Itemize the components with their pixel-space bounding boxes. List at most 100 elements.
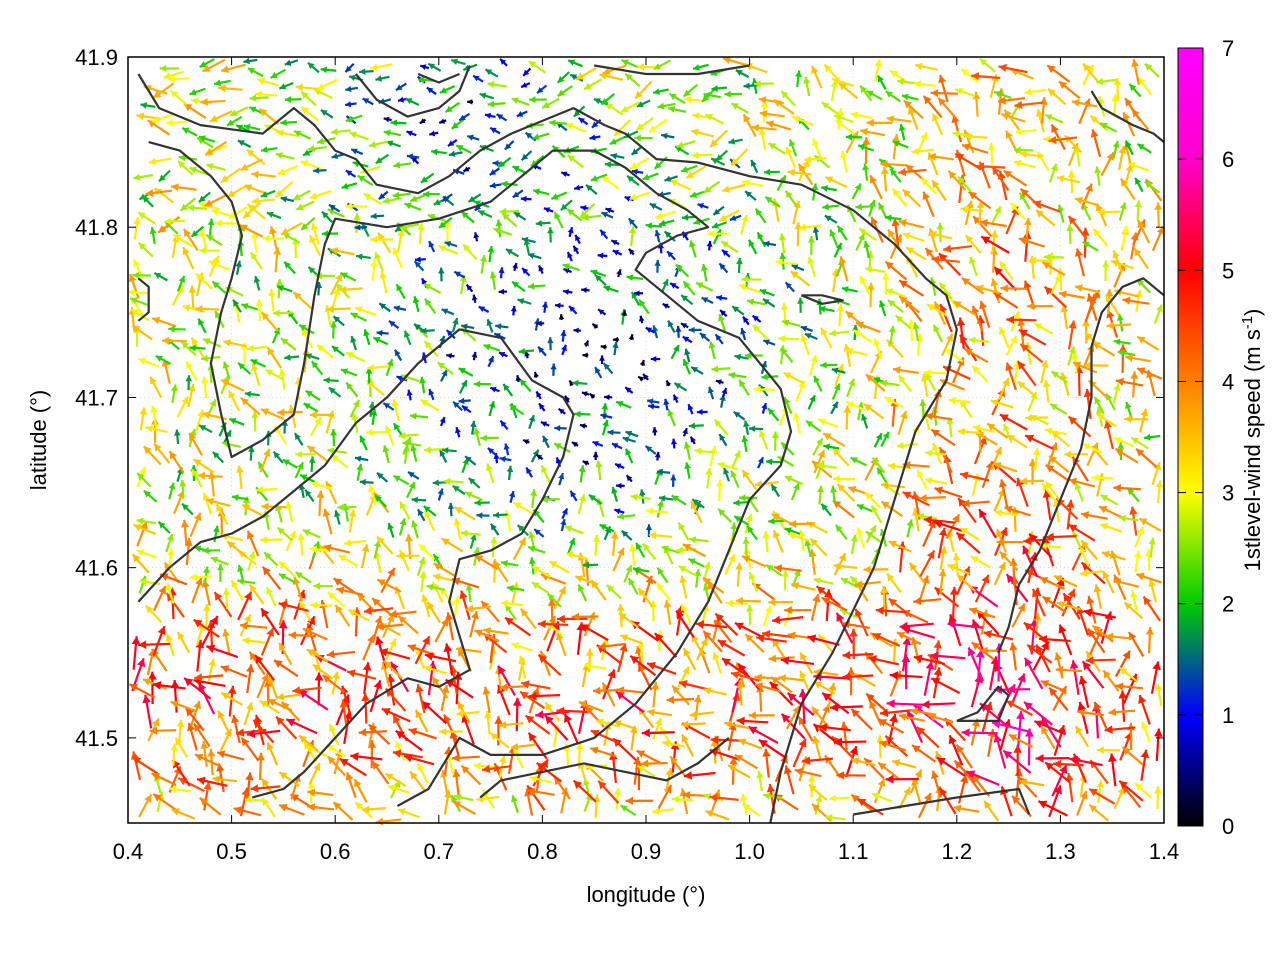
- wind-arrow: [199, 58, 215, 68]
- wind-arrow: [387, 522, 395, 538]
- wind-arrow: [1035, 209, 1056, 227]
- wind-arrow: [803, 76, 811, 97]
- wind-arrow: [368, 140, 389, 149]
- wind-arrow: [536, 320, 545, 327]
- wind-arrow: [850, 534, 858, 555]
- wind-arrow: [680, 603, 692, 624]
- wind-arrow: [1049, 403, 1068, 415]
- wind-arrow: [768, 517, 785, 525]
- wind-arrow: [865, 89, 883, 101]
- wind-arrow: [912, 322, 920, 342]
- wind-arrow: [206, 162, 226, 171]
- wind-arrow: [520, 195, 532, 203]
- wind-arrow: [1077, 701, 1089, 734]
- wind-arrow: [1067, 170, 1076, 194]
- wind-arrow: [637, 375, 645, 382]
- wind-arrow: [756, 456, 765, 469]
- wind-arrow: [1031, 588, 1046, 617]
- wind-arrow: [1091, 624, 1114, 643]
- wind-arrow: [275, 152, 295, 160]
- wind-arrow: [144, 604, 163, 624]
- wind-arrow: [173, 233, 194, 248]
- wind-arrow: [1068, 755, 1103, 767]
- wind-arrow: [519, 608, 537, 630]
- wind-arrow: [834, 363, 845, 387]
- wind-arrow: [345, 114, 363, 123]
- wind-arrow: [833, 242, 843, 258]
- wind-arrow: [1113, 338, 1131, 346]
- wind-arrow: [377, 232, 392, 254]
- wind-arrow: [239, 158, 263, 172]
- wind-arrow: [807, 256, 816, 277]
- wind-arrow: [617, 643, 628, 673]
- wind-arrow: [871, 456, 886, 474]
- wind-arrow: [127, 288, 150, 297]
- wind-arrow: [707, 230, 730, 238]
- wind-arrow: [399, 501, 411, 520]
- wind-arrow: [203, 193, 229, 208]
- wind-arrow: [530, 489, 538, 508]
- wind-arrow: [350, 312, 367, 322]
- wind-arrow: [431, 148, 447, 156]
- wind-arrow: [193, 722, 211, 748]
- wind-arrow: [192, 618, 220, 638]
- wind-arrow: [728, 138, 743, 145]
- wind-arrow: [360, 544, 370, 569]
- wind-arrow: [270, 68, 287, 79]
- wind-arrow: [404, 202, 422, 211]
- wind-arrow: [768, 654, 795, 663]
- colorbar-tick-label: 6: [1222, 147, 1234, 172]
- wind-arrow: [368, 723, 391, 746]
- wind-arrow: [363, 606, 394, 615]
- wind-arrow: [863, 565, 889, 574]
- wind-arrow: [902, 461, 930, 470]
- wind-arrow: [489, 523, 500, 536]
- wind-arrow: [423, 298, 437, 314]
- wind-arrow: [734, 353, 749, 361]
- wind-arrow: [149, 227, 157, 245]
- wind-arrow: [701, 296, 714, 305]
- wind-arrow: [299, 473, 316, 483]
- wind-arrow: [868, 199, 876, 218]
- wind-arrow: [566, 208, 583, 222]
- wind-arrow: [292, 686, 322, 695]
- wind-arrow: [560, 330, 567, 342]
- wind-arrow: [592, 534, 601, 556]
- wind-arrow: [522, 67, 532, 77]
- wind-arrow: [730, 102, 749, 114]
- wind-arrow: [499, 419, 509, 431]
- wind-arrow: [1114, 447, 1139, 464]
- wind-arrow: [259, 699, 281, 715]
- wind-arrow: [1074, 725, 1090, 748]
- wind-arrow: [1042, 489, 1052, 521]
- wind-arrow: [762, 531, 770, 553]
- wind-arrow: [1133, 550, 1142, 573]
- y-tick-label: 41.8: [75, 215, 118, 240]
- wind-arrow: [592, 451, 599, 461]
- wind-arrow: [669, 179, 692, 191]
- wind-arrow: [780, 713, 806, 740]
- wind-arrow: [210, 556, 229, 566]
- wind-arrow: [341, 182, 358, 190]
- wind-arrow: [499, 683, 527, 692]
- wind-arrow: [778, 233, 787, 254]
- wind-arrow: [267, 698, 293, 712]
- wind-arrow: [1010, 310, 1020, 332]
- wind-arrow: [489, 386, 500, 393]
- wind-arrow: [858, 227, 877, 241]
- wind-arrow: [1024, 88, 1047, 96]
- colorbar-tick-label: 1: [1222, 703, 1234, 728]
- wind-arrow: [584, 662, 607, 670]
- wind-arrow: [202, 604, 211, 628]
- wind-arrow: [701, 263, 708, 282]
- wind-arrow: [199, 229, 208, 252]
- wind-arrow: [543, 207, 554, 213]
- wind-arrow: [438, 244, 459, 255]
- wind-arrow: [139, 407, 147, 431]
- wind-arrow: [663, 398, 670, 411]
- wind-arrow: [309, 416, 322, 437]
- wind-arrow: [747, 725, 779, 744]
- wind-arrow: [472, 74, 484, 83]
- wind-arrow: [994, 509, 1018, 517]
- wind-arrow: [370, 259, 378, 281]
